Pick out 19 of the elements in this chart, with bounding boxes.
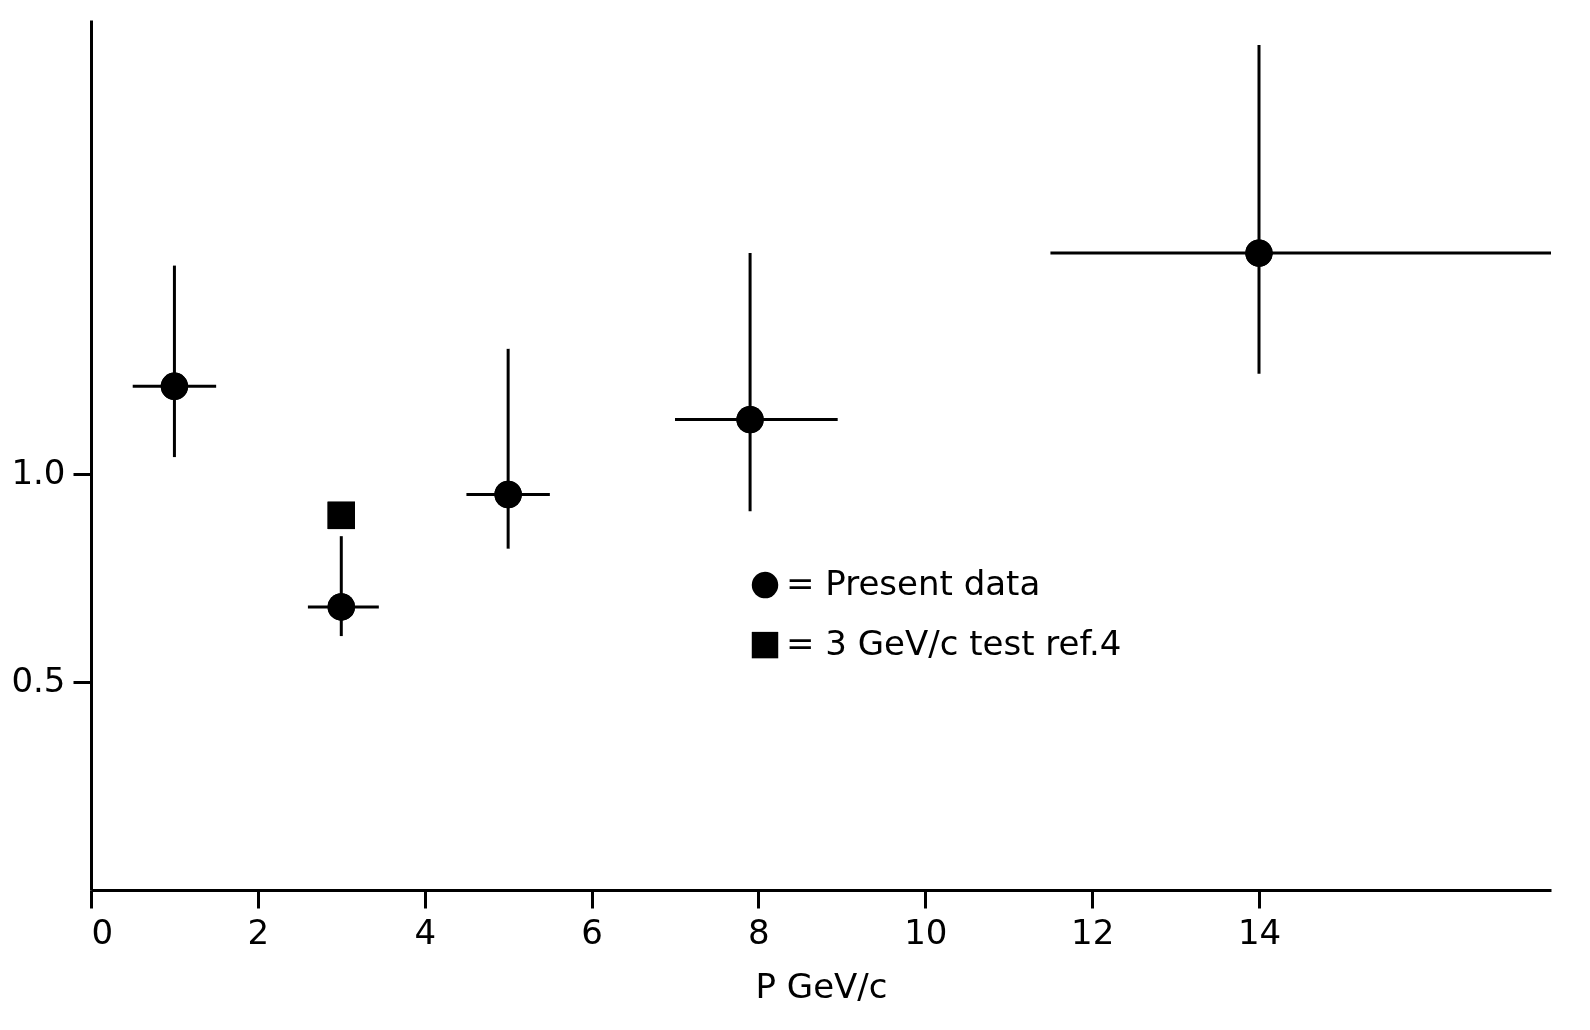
y-tick-label: 0.5 <box>11 660 66 701</box>
x-tick-label: 8 <box>748 911 770 952</box>
y-tick-label: 1.0 <box>11 452 66 493</box>
point <box>494 480 522 509</box>
point <box>736 405 764 434</box>
x-tick-label: 14 <box>1237 911 1282 952</box>
point <box>160 372 189 400</box>
x-axis-title: P GeV/c <box>755 965 888 1006</box>
x-tick-label: 10 <box>904 911 948 952</box>
point <box>327 501 355 530</box>
x-tick-label: 12 <box>1071 911 1115 952</box>
x-tick-label: 0 <box>91 911 114 952</box>
legend-label: = Present data <box>786 563 1041 604</box>
x-tick-label: 4 <box>414 911 437 952</box>
legend-label: = 3 GeV/c test ref.4 <box>786 623 1122 664</box>
x-tick-label: 6 <box>581 911 603 952</box>
point <box>327 593 355 621</box>
x-tick-label: 2 <box>247 911 270 952</box>
point <box>1245 239 1273 267</box>
